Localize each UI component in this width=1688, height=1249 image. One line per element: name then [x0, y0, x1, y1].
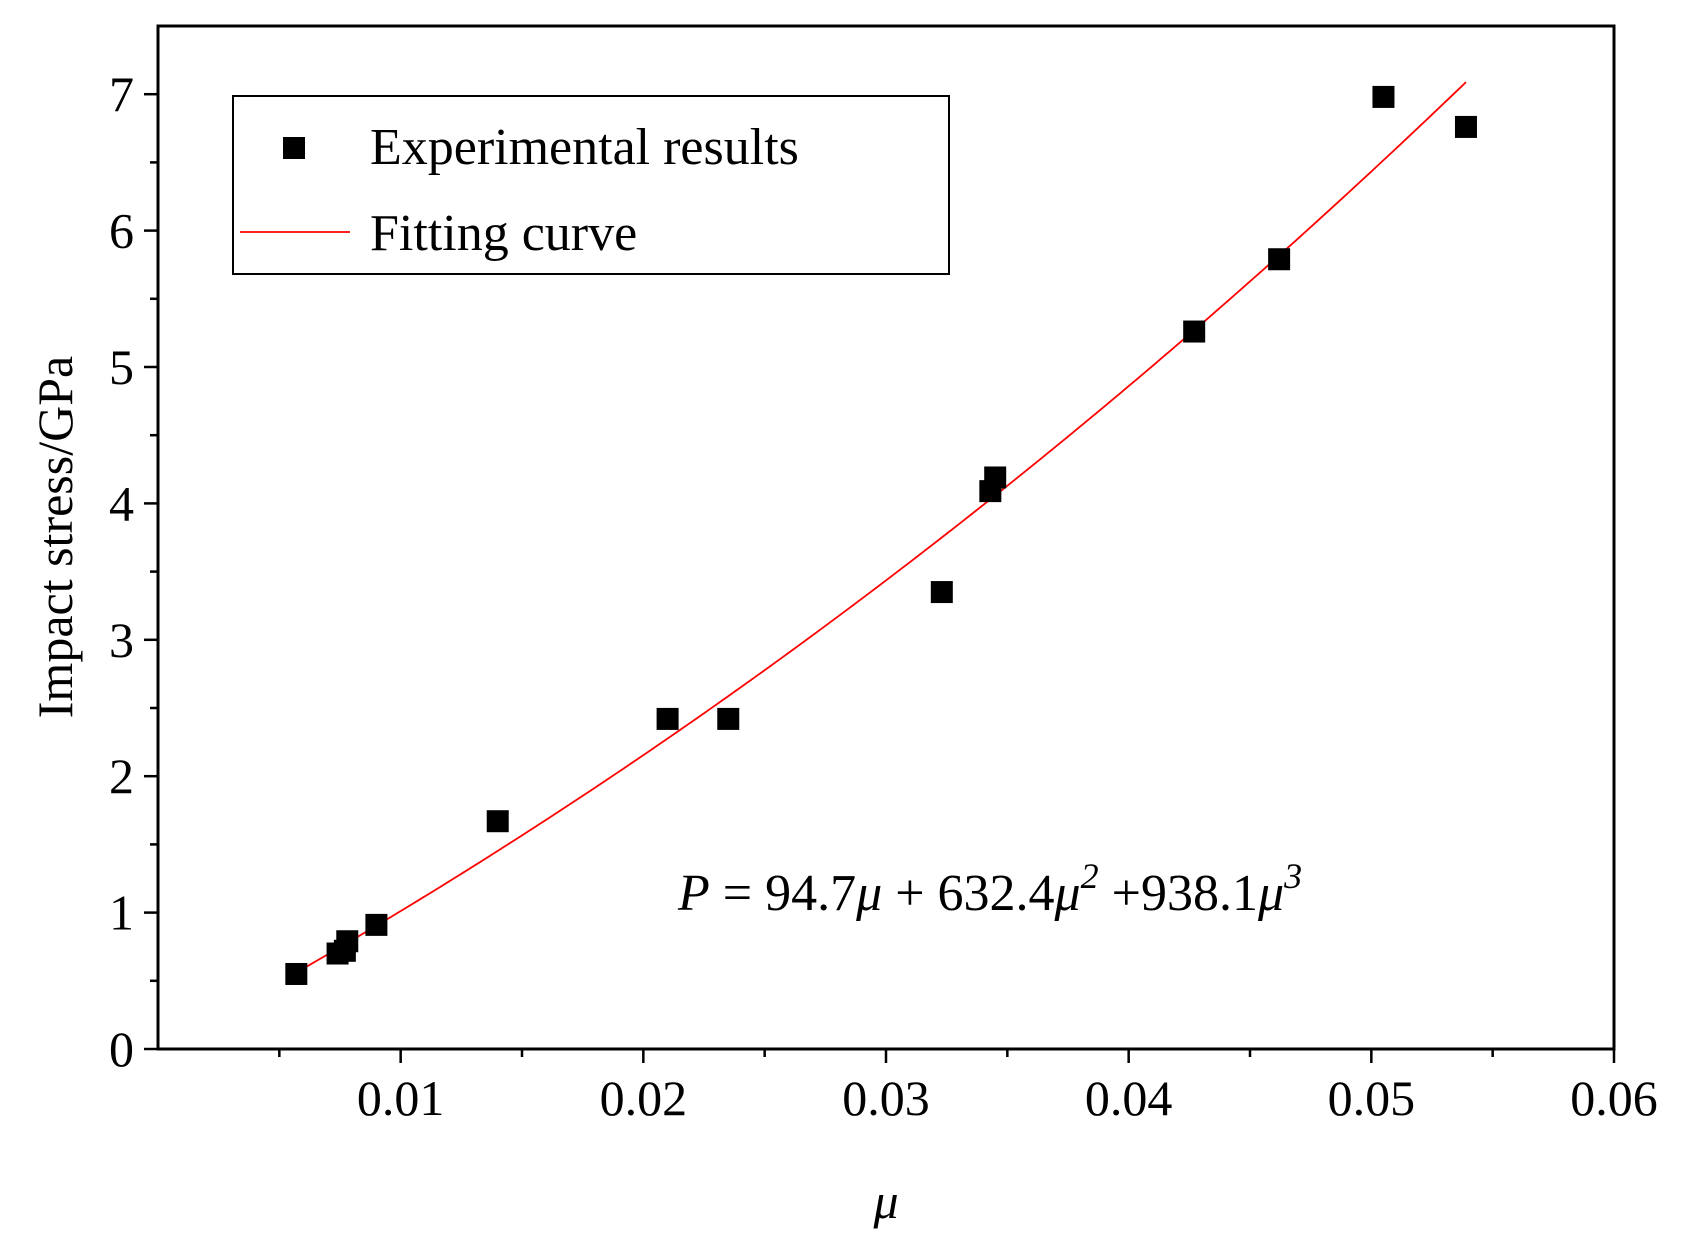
legend-label-experimental: Experimental results	[370, 119, 799, 176]
experimental-points	[285, 85, 1477, 985]
y-tick-label: 6	[109, 203, 134, 259]
x-tick-label: 0.02	[600, 1070, 688, 1126]
y-tick-label: 7	[109, 66, 134, 122]
data-point	[656, 707, 679, 730]
data-point	[984, 466, 1007, 489]
y-tick-label: 0	[109, 1021, 134, 1077]
y-tick-label: 4	[109, 475, 134, 531]
data-point	[1454, 115, 1477, 138]
legend-box	[232, 95, 950, 275]
x-tick-label: 0.03	[842, 1070, 930, 1126]
fit-equation: P = 94.7μ + 632.4μ2 +938.1μ3	[677, 856, 1302, 922]
legend: Experimental results Fitting curve	[232, 95, 950, 275]
data-point	[1268, 248, 1291, 271]
y-tick-label: 2	[109, 748, 134, 804]
x-axis-title: μ	[872, 1173, 898, 1229]
x-tick-label: 0.06	[1570, 1070, 1658, 1126]
y-tick-label: 1	[109, 885, 134, 941]
legend-label-fitting: Fitting curve	[370, 205, 637, 262]
data-point	[285, 962, 308, 985]
data-point	[486, 810, 509, 833]
x-tick-label: 0.05	[1328, 1070, 1416, 1126]
data-point	[717, 707, 740, 730]
data-point	[1183, 320, 1206, 343]
axis-tick-labels: 0.01 0.02 0.03 0.04 0.05 0.06 0 1 2 3 4 5 6 7	[109, 66, 1658, 1126]
y-tick-label: 5	[109, 339, 134, 395]
axis-ticks	[144, 92, 1616, 1063]
data-point	[1372, 85, 1395, 108]
data-point	[930, 581, 953, 604]
x-tick-label: 0.01	[357, 1070, 445, 1126]
y-axis-title: Impact stress/GPa	[27, 356, 83, 718]
data-point	[365, 913, 388, 936]
y-tick-label: 3	[109, 612, 134, 668]
data-point	[336, 930, 359, 953]
legend-marker-square	[283, 137, 305, 159]
x-tick-label: 0.04	[1085, 1070, 1173, 1126]
